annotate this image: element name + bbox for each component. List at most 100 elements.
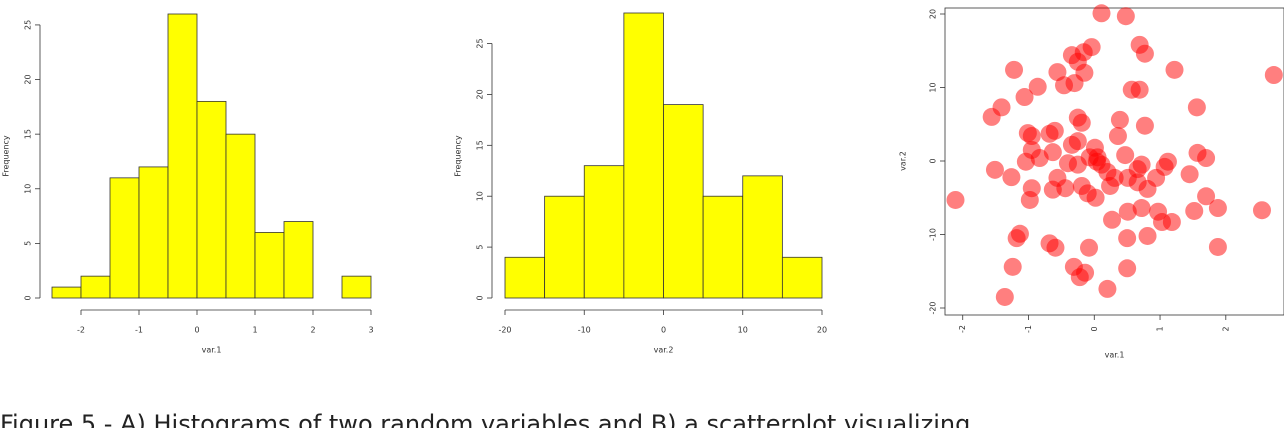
point [1118,259,1137,278]
bar [196,100,227,299]
point [1065,74,1084,93]
y-tick-label: -10 [929,228,938,241]
x-tick-label: 0 [194,326,199,335]
y-tick-label: 0 [929,158,938,163]
point [1022,127,1041,146]
point [1108,127,1127,146]
point [1046,238,1065,257]
point [1056,179,1075,198]
point [1101,176,1120,195]
y-tick-label: 10 [929,82,938,92]
point [1002,168,1021,187]
x-tick-label: 1 [252,326,257,335]
point [1116,146,1135,165]
point [1132,199,1151,218]
y-tick-label: 10 [24,184,33,194]
x-tick-label: 20 [817,326,827,335]
point [1208,237,1227,256]
y-tick-label: 20 [929,9,938,19]
point [995,287,1014,306]
bar [544,195,585,299]
bar [51,286,82,299]
point [1007,229,1026,248]
x-axis-label: var.1 [1105,351,1125,360]
y-tick-label: 0 [476,295,485,300]
point [1028,77,1047,96]
bar [702,195,744,299]
point [1138,226,1157,245]
point [1130,80,1149,99]
x-tick-label: 2 [1221,326,1230,331]
bar [167,13,198,299]
point [1003,257,1022,276]
x-tick-label: -2 [958,325,967,333]
x-tick-label: -20 [498,326,511,335]
x-tick-label: 1 [1156,326,1165,331]
point [1005,60,1024,79]
x-tick-label: 2 [310,326,315,335]
point [1068,132,1087,151]
point [1197,149,1216,168]
point [1110,110,1129,129]
x-tick-label: -10 [578,326,591,335]
point [1180,165,1199,184]
bar [225,133,256,299]
bar [283,221,314,299]
point [1076,263,1095,282]
point [1080,238,1099,257]
point [1082,38,1101,57]
point [1118,202,1137,221]
y-axis-label: Frequency [454,135,463,177]
point [1092,4,1111,23]
x-tick-label: 10 [738,326,748,335]
y-tick-label: 20 [476,89,485,99]
point [1187,98,1206,117]
bar [742,175,783,299]
bar [80,275,111,299]
y-tick-label: 15 [24,129,33,139]
point [946,190,965,209]
point [1118,229,1137,248]
plot-frame [944,7,1284,316]
bar [623,12,664,299]
point [1165,60,1184,79]
y-tick-label: 0 [24,295,33,300]
x-tick-label: -1 [1024,325,1033,333]
bar [109,177,140,299]
bar [663,104,704,299]
point [1147,168,1166,187]
point [1135,44,1154,63]
point [1016,152,1035,171]
point [1135,116,1154,135]
point [1162,213,1181,232]
y-axis-label: Frequency [2,135,11,177]
point [1015,88,1034,107]
point [992,98,1011,117]
y-tick-label: -20 [929,301,938,314]
y-tick-label: 20 [24,74,33,84]
point [985,160,1004,179]
x-tick-label: -1 [135,326,143,335]
point [1208,199,1227,218]
bar [254,232,285,299]
point [1072,113,1091,132]
caption: Figure 5 - A) Histograms of two random v… [0,410,970,428]
point [1030,149,1049,168]
y-tick-label: 25 [24,20,33,30]
point [1197,187,1216,206]
point [1045,121,1064,140]
point [1252,201,1271,220]
x-axis-label: var.2 [654,346,674,355]
x-tick-label: -2 [77,326,85,335]
y-tick-label: 5 [476,245,485,250]
bar [341,275,372,299]
bar [583,165,625,299]
point [1086,188,1105,207]
y-tick-label: 25 [476,38,485,48]
point [1098,279,1117,298]
point [1116,7,1135,26]
bar [138,166,169,299]
x-tick-label: 0 [661,326,666,335]
point [1103,210,1122,229]
